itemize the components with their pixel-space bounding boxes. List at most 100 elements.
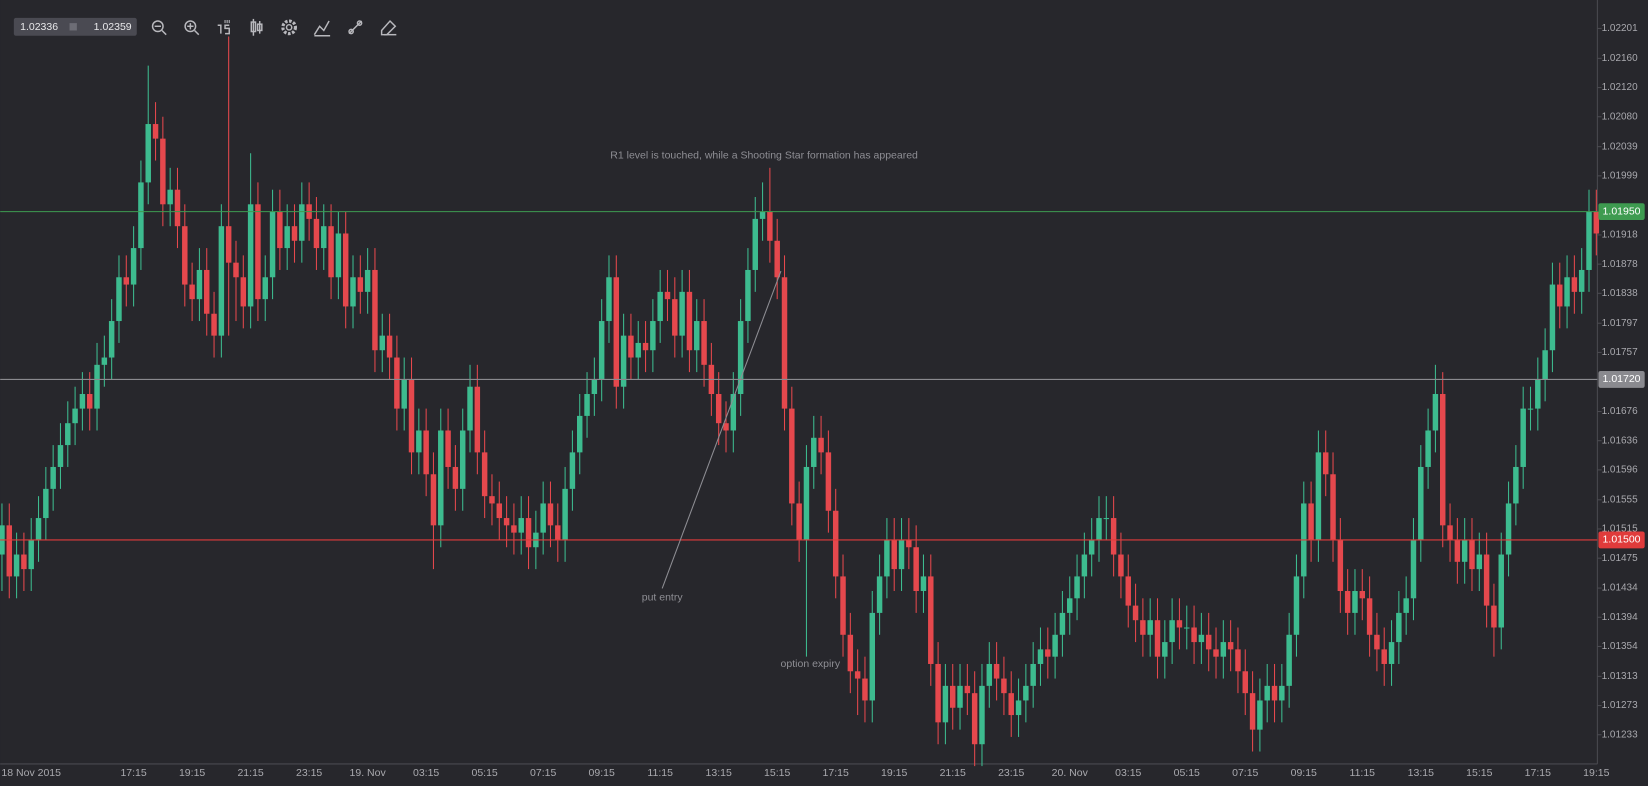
candle-body [445,430,451,467]
candle-body [225,226,232,263]
candle-body [167,189,173,205]
x-tick-label: 09:15 [1291,767,1317,779]
candle-body [511,525,517,533]
candle-body [496,503,503,519]
candle-body [1067,598,1073,613]
candle-body [1366,598,1373,635]
drawing-tools-button[interactable] [348,20,363,35]
candle-body [247,204,254,307]
candle-body [1352,591,1358,613]
candle-body [584,394,590,416]
candle-body [459,430,466,489]
candle-body [430,474,437,526]
x-tick-label: 03:15 [1115,767,1141,779]
candle-body [65,423,71,446]
candle-body [1118,554,1124,577]
candle-body [123,277,130,285]
candle-body [379,335,385,351]
candle-body [1176,620,1183,628]
candle-body [620,335,627,387]
candle-body [657,291,663,322]
chart-type-button[interactable] [250,18,263,36]
candle-body [562,488,568,540]
candle-body [1483,554,1490,606]
candle-body [1088,539,1095,555]
ask-price: 1.02359 [94,21,132,33]
candle-body [759,211,766,219]
candle-body [372,269,378,351]
candle-body [876,576,883,613]
candle-body [438,430,444,526]
candle-body [394,357,400,409]
candle-body [1557,284,1563,307]
candle-body [957,685,963,708]
candle-body [299,204,305,241]
annotation: option expiry [781,658,841,670]
candle-body [342,233,349,307]
candle-body [174,189,181,227]
candle-body [884,539,890,577]
x-tick-label: 17:15 [1525,767,1551,779]
candle-body [920,576,927,592]
indicators-button[interactable] [313,20,331,37]
x-tick-label: 19:15 [179,767,205,779]
candle-body [1140,620,1146,635]
y-tick-label: 1.01233 [1602,729,1638,740]
candle-body [138,182,144,249]
zoom-out-button[interactable] [151,20,167,36]
candle-body [313,218,320,249]
y-tick-label: 1.01434 [1602,583,1638,594]
candle-body [1388,642,1395,664]
candle-body [6,525,13,577]
x-tick-label: 05:15 [1174,767,1200,779]
candle-body [503,518,510,526]
candle-body [28,539,34,570]
candle-body [555,525,561,540]
candle-body [1103,518,1110,520]
candle-body [1015,700,1022,716]
candle-body [869,612,876,701]
candle-body [1037,649,1044,664]
candle-body [262,277,268,300]
candle-body [1242,671,1248,694]
candle-body [898,539,905,570]
candle-body [1279,685,1285,701]
x-tick-label: 23:15 [296,767,322,779]
settings-button[interactable] [281,19,298,36]
candle-body [1052,634,1058,657]
candle-body [1564,277,1570,307]
candle-body [1469,539,1475,570]
candle-body [672,299,678,336]
candle-body [350,277,356,307]
candle-body [277,211,283,249]
x-tick-label: 19. Nov [350,767,387,779]
candle-body [101,357,108,365]
candle-body [1220,642,1227,657]
candle-body [1205,634,1212,650]
candle-body [423,430,429,475]
y-tick-label: 1.01676 [1602,406,1638,417]
zoom-in-button[interactable] [184,20,200,36]
x-tick-label: 21:15 [237,767,263,779]
candle-body [94,364,100,409]
y-tick-label: 1.01555 [1602,494,1638,505]
timeframe-button[interactable] [217,19,230,35]
candle-body [862,678,868,701]
candle-body [913,547,919,592]
candle-body [1096,518,1102,540]
x-tick-label: 18 Nov 2015 [1,767,61,779]
x-tick-label: 07:15 [530,767,556,779]
candle-body [591,379,598,395]
candle-body [840,576,846,635]
candle-body [452,466,459,489]
candle-body [35,518,42,540]
candle-body [540,503,546,533]
candle-body [1593,211,1600,234]
eraser-button[interactable] [380,19,397,36]
candle-body [386,335,393,358]
candle-body [796,503,802,540]
candle-body [57,445,64,467]
candle-body [1586,211,1592,270]
